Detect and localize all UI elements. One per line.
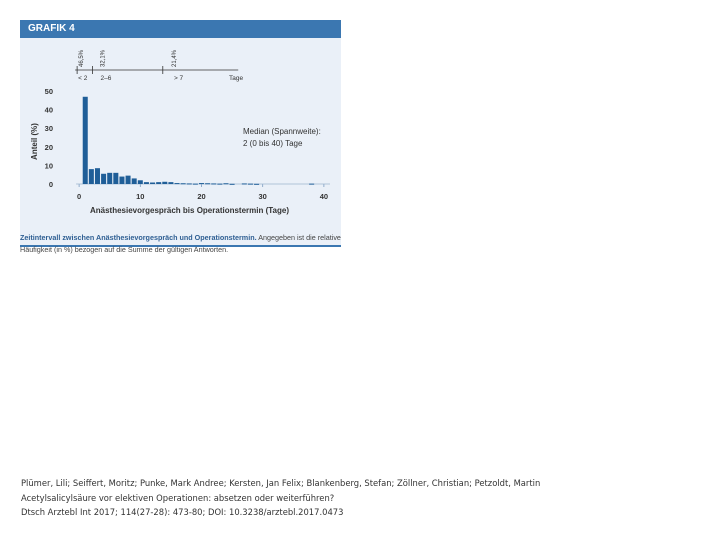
y-tick-label: 20 bbox=[45, 143, 53, 152]
bar bbox=[180, 183, 186, 185]
group-label: < 2 bbox=[78, 75, 88, 82]
bar bbox=[82, 96, 88, 184]
citation-authors: Plümer, Lili; Seiffert, Moritz; Punke, M… bbox=[21, 478, 541, 488]
bar bbox=[223, 183, 229, 185]
y-tick-label: 0 bbox=[49, 180, 53, 189]
x-tick-label: 40 bbox=[320, 192, 328, 201]
caption-bold: Zeitintervall zwischen Anästhesievorgesp… bbox=[20, 233, 257, 242]
y-tick-label: 30 bbox=[45, 124, 53, 133]
bar bbox=[217, 183, 223, 185]
bar bbox=[88, 169, 94, 184]
bar bbox=[156, 182, 162, 184]
bar bbox=[254, 183, 260, 185]
bar bbox=[229, 183, 235, 185]
x-tick-label: 0 bbox=[77, 192, 81, 201]
median-label: Median (Spannweite): bbox=[243, 127, 321, 136]
group-label: Tage bbox=[229, 75, 243, 82]
bar bbox=[143, 182, 149, 184]
x-tick-label: 10 bbox=[136, 192, 144, 201]
chart-panel bbox=[20, 38, 341, 245]
bar bbox=[131, 178, 137, 184]
figure-header: GRAFIK 4 bbox=[20, 20, 341, 38]
bar bbox=[119, 176, 125, 184]
figure-title: GRAFIK 4 bbox=[28, 23, 75, 34]
group-percent: 46,5% bbox=[79, 49, 85, 67]
y-tick-label: 50 bbox=[45, 87, 53, 96]
y-tick-label: 10 bbox=[45, 161, 53, 170]
bar bbox=[205, 183, 211, 185]
citation-title: Acetylsalicylsäure vor elektiven Operati… bbox=[21, 492, 335, 503]
citation-reference: Dtsch Arztebl Int 2017; 114(27-28): 473-… bbox=[21, 507, 344, 517]
bar bbox=[309, 183, 315, 185]
citation-footer: Plümer, Lili; Seiffert, Moritz; Punke, M… bbox=[21, 476, 540, 520]
bar bbox=[150, 182, 156, 184]
bar bbox=[168, 182, 174, 184]
bar bbox=[241, 183, 247, 185]
bar bbox=[162, 181, 168, 184]
bar bbox=[174, 183, 180, 185]
bar bbox=[113, 172, 119, 184]
bar bbox=[125, 175, 131, 184]
bar bbox=[101, 173, 107, 184]
bar bbox=[107, 172, 113, 184]
bar bbox=[192, 183, 198, 185]
y-axis-label: Anteil (%) bbox=[30, 123, 39, 160]
x-tick-label: 30 bbox=[259, 192, 267, 201]
group-label: > 7 bbox=[174, 75, 184, 82]
figure: GRAFIK 4 0 10 20 30 40 50 0 10 20 30 40 Anästhesiev… bbox=[20, 20, 341, 256]
group-label: 2–6 bbox=[101, 75, 112, 82]
caption-text: Angegeben ist die relative Häufigkeit (i… bbox=[20, 233, 341, 254]
figure-divider bbox=[20, 245, 341, 247]
bar bbox=[247, 183, 253, 185]
bar bbox=[186, 183, 192, 185]
figure-caption: Zeitintervall zwischen Anästhesievorgesp… bbox=[20, 232, 342, 255]
group-percent: 21,4% bbox=[172, 49, 178, 67]
x-tick-label: 20 bbox=[197, 192, 205, 201]
bar bbox=[94, 168, 100, 184]
bar bbox=[198, 183, 205, 185]
x-axis-label: Anästhesievorgespräch bis Operationsterm… bbox=[90, 206, 289, 215]
bar bbox=[211, 183, 217, 185]
bar bbox=[137, 180, 143, 184]
bar-chart: 0 10 20 30 40 50 0 10 20 30 40 Anästhesievorgespräc… bbox=[30, 49, 330, 215]
median-value: 2 (0 bis 40) Tage bbox=[243, 139, 303, 148]
group-percent: 32,1% bbox=[101, 49, 107, 67]
y-tick-label: 40 bbox=[45, 106, 53, 115]
